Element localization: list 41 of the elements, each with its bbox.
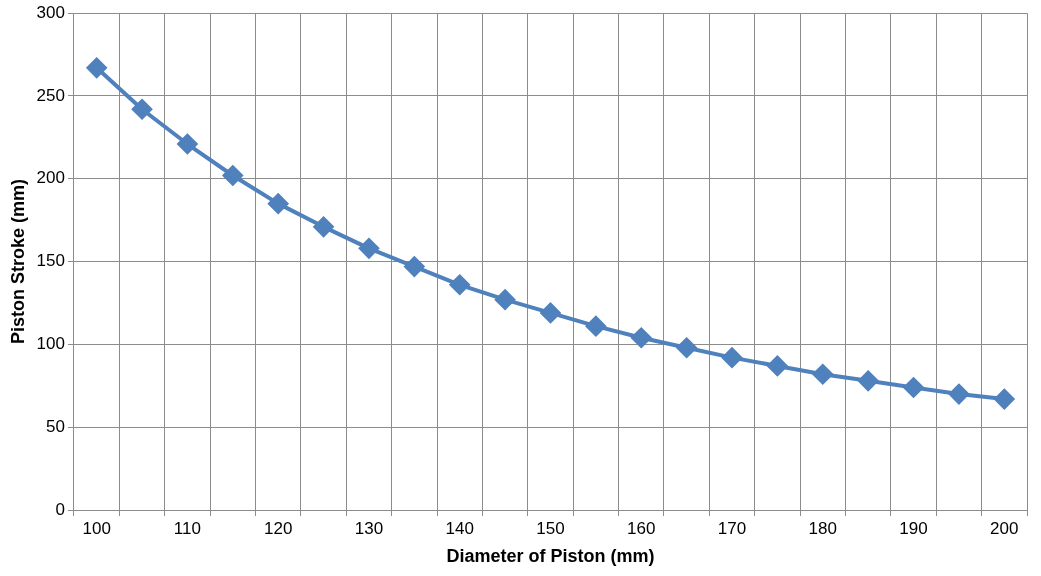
x-tick-label: 120 bbox=[264, 518, 293, 538]
point bbox=[631, 327, 652, 348]
point bbox=[132, 99, 153, 120]
x-tick-label: 190 bbox=[899, 518, 928, 538]
point bbox=[313, 216, 334, 237]
point bbox=[903, 377, 924, 398]
point bbox=[858, 370, 879, 391]
point bbox=[404, 256, 425, 277]
point bbox=[676, 337, 697, 358]
x-tick-label: 130 bbox=[354, 518, 384, 538]
y-tick-label: 250 bbox=[36, 85, 65, 105]
point bbox=[948, 384, 969, 405]
y-tick-label: 50 bbox=[46, 416, 65, 436]
x-tick-label: 100 bbox=[82, 518, 111, 538]
x-tick-label: 150 bbox=[536, 518, 565, 538]
y-tick-label: 300 bbox=[36, 2, 65, 22]
point bbox=[449, 274, 470, 295]
y-tick-label: 200 bbox=[36, 168, 65, 188]
point bbox=[358, 238, 379, 259]
point bbox=[86, 57, 107, 78]
x-tick-label: 160 bbox=[627, 518, 656, 538]
point bbox=[994, 389, 1015, 410]
y-axis-title: Piston Stroke (mm) bbox=[7, 179, 28, 345]
x-tick-label: 200 bbox=[990, 518, 1019, 538]
point bbox=[268, 193, 289, 214]
point bbox=[767, 355, 788, 376]
x-tick-label: 180 bbox=[808, 518, 837, 538]
y-tick-label: 0 bbox=[55, 499, 65, 519]
x-axis-title: Diameter of Piston (mm) bbox=[446, 546, 655, 567]
point bbox=[540, 302, 561, 323]
point bbox=[222, 165, 243, 186]
x-tick-label: 140 bbox=[445, 518, 474, 538]
point bbox=[722, 347, 743, 368]
x-tick-label: 170 bbox=[717, 518, 747, 538]
y-tick-label: 150 bbox=[36, 251, 65, 271]
point bbox=[812, 364, 833, 385]
y-tick-label: 100 bbox=[36, 334, 65, 354]
point bbox=[495, 289, 516, 310]
x-tick-label: 110 bbox=[173, 518, 201, 538]
point bbox=[585, 316, 606, 337]
point bbox=[177, 134, 198, 155]
